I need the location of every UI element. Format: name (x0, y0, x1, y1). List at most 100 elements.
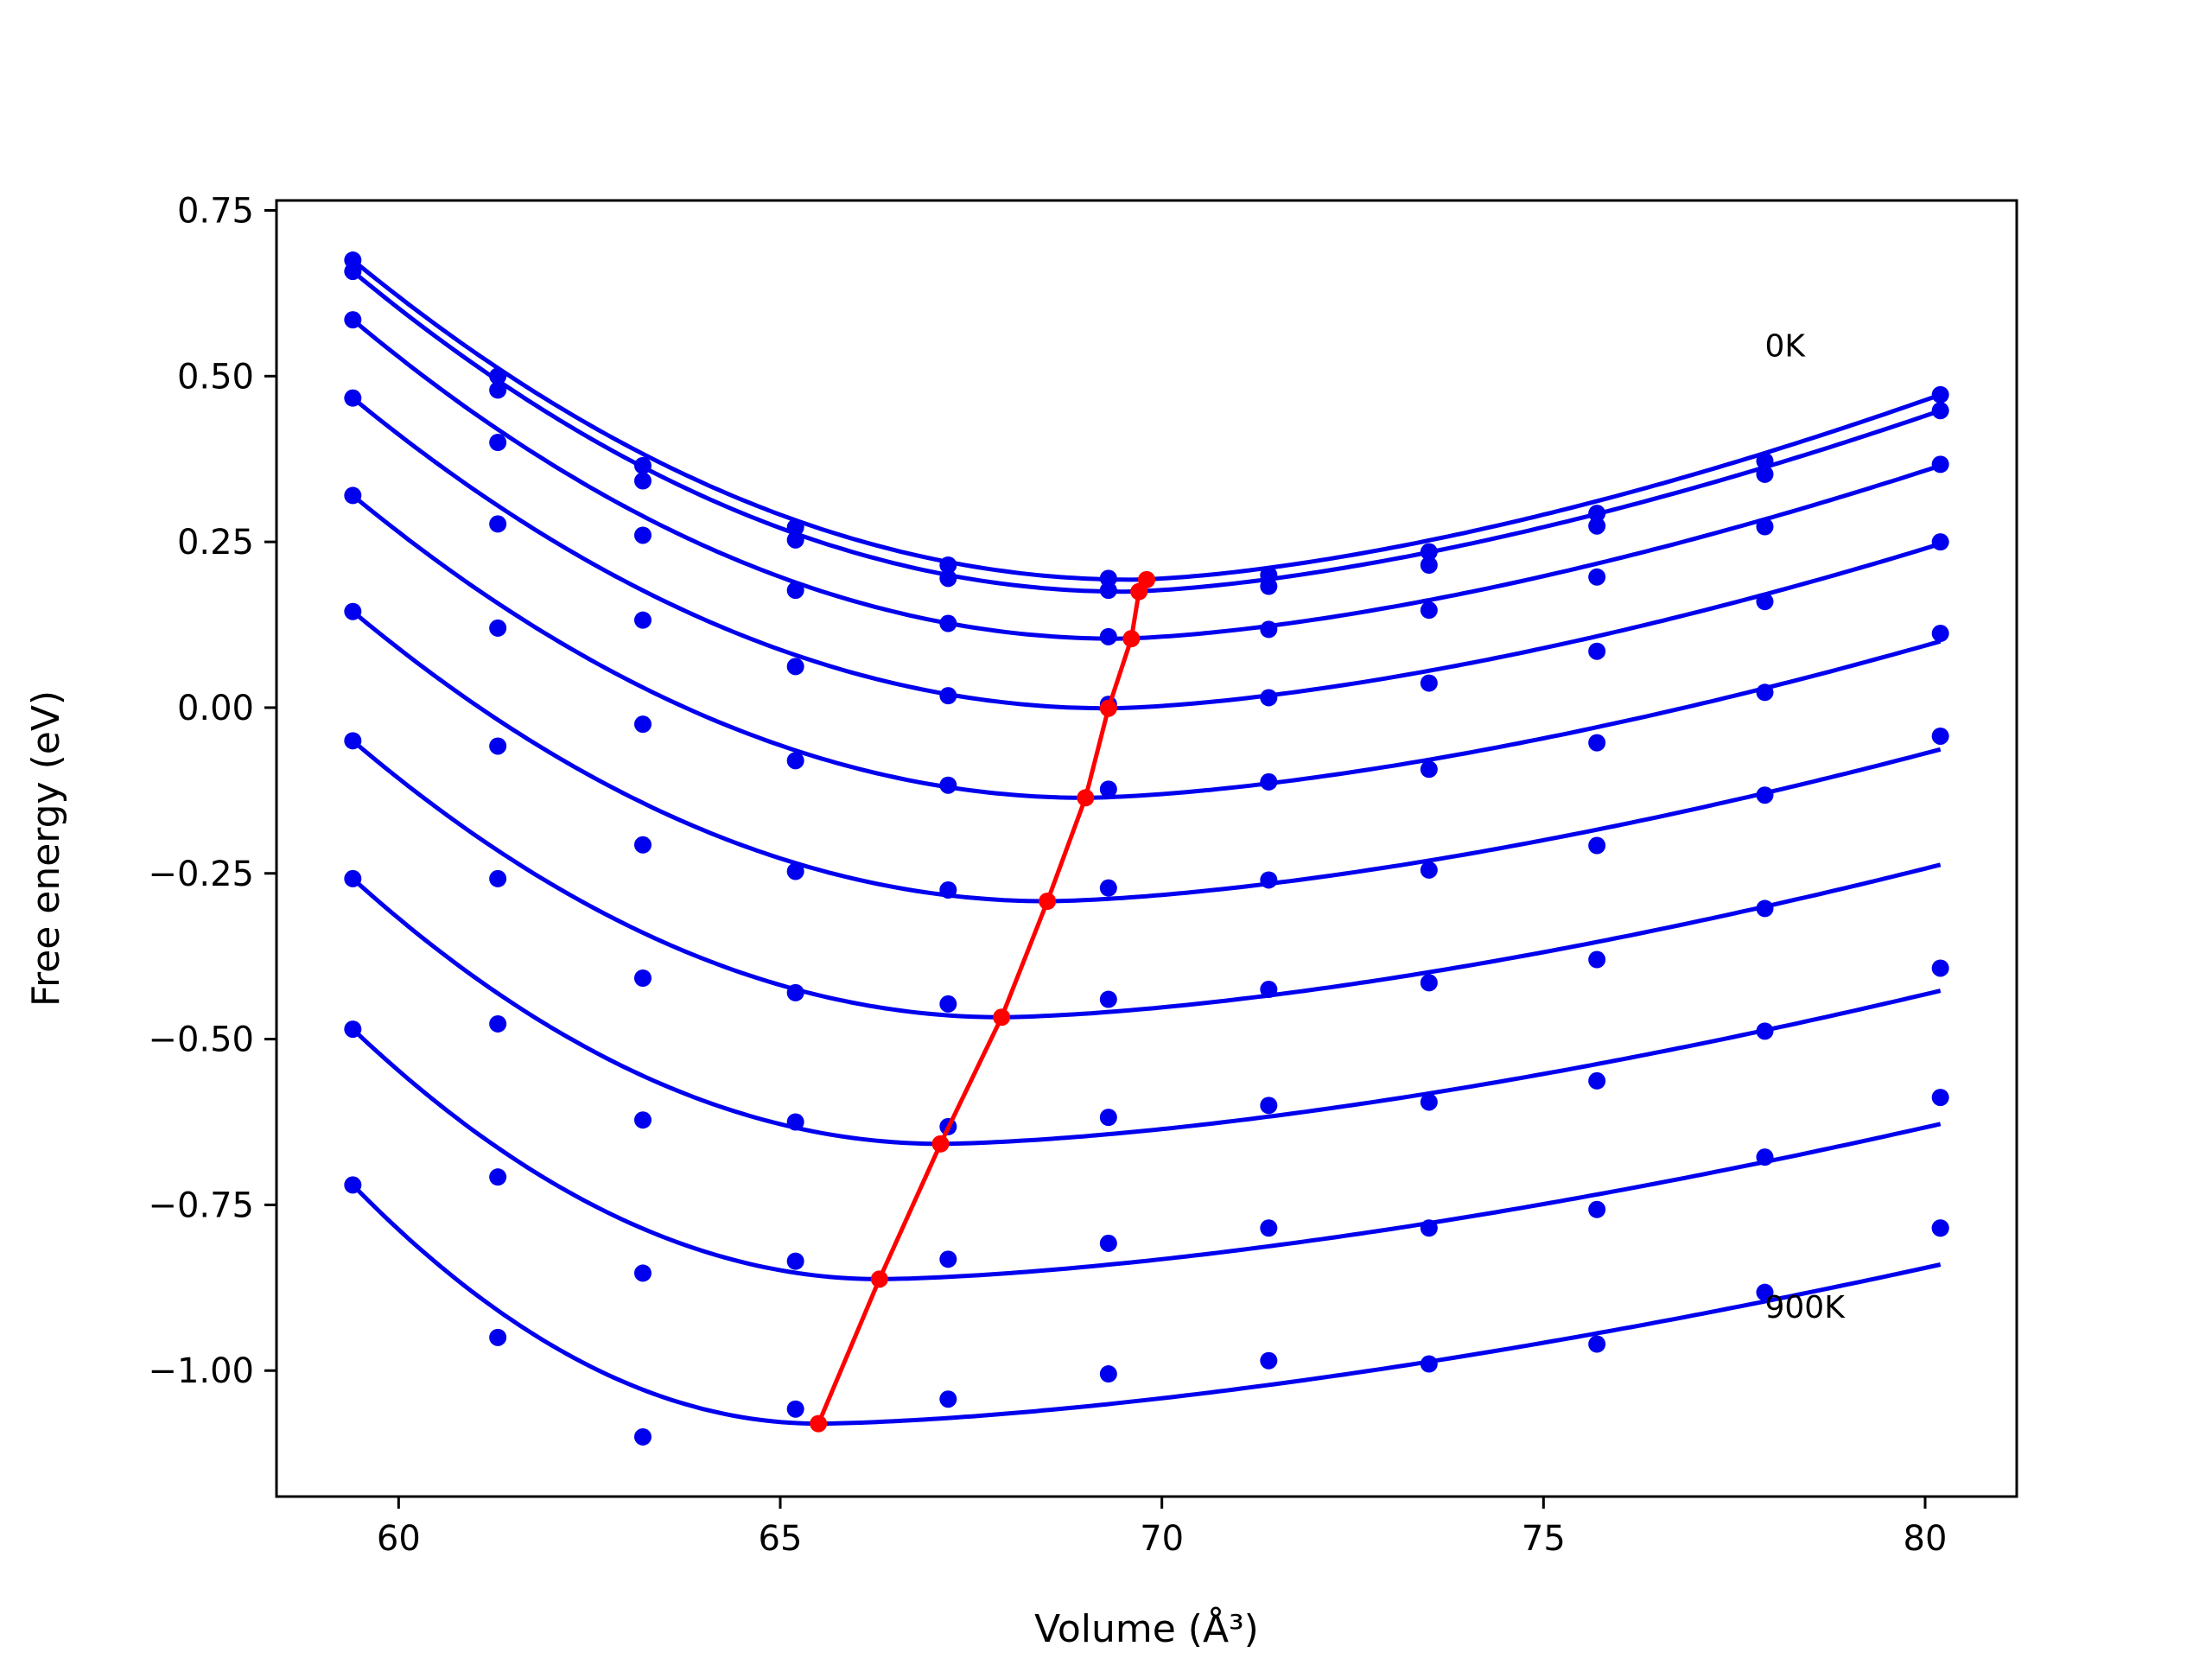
data-point (939, 880, 957, 899)
minimum-path (810, 570, 1155, 1433)
data-point (344, 1020, 362, 1039)
minimum-point (1077, 789, 1095, 807)
data-point (1260, 772, 1278, 791)
data-point (1931, 385, 1949, 404)
minimum-point (1039, 892, 1057, 910)
data-point (489, 1014, 507, 1033)
isotherm-curve-1 (351, 270, 1942, 594)
data-point (1931, 959, 1949, 977)
data-point (634, 611, 652, 629)
data-point (634, 836, 652, 854)
isotherm-curve-7 (351, 877, 1942, 1147)
data-point (634, 969, 652, 987)
data-point (344, 732, 362, 750)
data-point (1420, 556, 1438, 574)
isotherm-curve-2 (351, 318, 1942, 641)
y-tick-label: 0.75 (177, 192, 254, 232)
y-ticks: −1.00 −0.75 −0.50 −0.25 0.00 0.25 0.50 0.75 (148, 192, 276, 1391)
data-point (1931, 727, 1949, 745)
data-point (1756, 683, 1774, 702)
data-point (1260, 620, 1278, 639)
data-point (1099, 1234, 1117, 1252)
data-point (489, 381, 507, 399)
data-point (939, 687, 957, 705)
y-tick-label: −0.50 (148, 1020, 254, 1060)
isotherm-curve-4 (351, 493, 1942, 800)
data-point (634, 1264, 652, 1282)
data-point (1260, 1096, 1278, 1115)
y-tick-label: 0.25 (177, 523, 254, 563)
data-point (786, 518, 804, 537)
data-point (786, 862, 804, 880)
data-point (1588, 505, 1606, 523)
data-point (1931, 625, 1949, 643)
data-point (1420, 861, 1438, 879)
data-point (939, 614, 957, 632)
isotherm-curve-6 (351, 739, 1942, 1020)
data-point (1756, 518, 1774, 536)
minimum-point (1130, 582, 1148, 601)
data-point (1099, 879, 1117, 897)
data-point (1756, 899, 1774, 918)
isotherm-curves (351, 258, 1942, 1427)
data-point (1756, 1148, 1774, 1166)
minimum-point (810, 1414, 828, 1433)
data-point (1756, 1283, 1774, 1301)
data-point (1588, 836, 1606, 855)
data-point (344, 1176, 362, 1194)
y-tick-label: 0.00 (177, 689, 254, 728)
plot-frame (275, 199, 2018, 1498)
data-point (1588, 642, 1606, 660)
minimum-path-line (816, 578, 1149, 1425)
temperature-label: 0K (1765, 328, 1807, 364)
x-tick-label: 80 (1904, 1519, 1948, 1559)
data-point (1588, 734, 1606, 752)
data-point (344, 869, 362, 887)
data-point (1420, 760, 1438, 779)
data-point (344, 389, 362, 407)
data-point (1588, 1200, 1606, 1218)
data-point (1260, 981, 1278, 999)
data-point (489, 737, 507, 755)
data-point (1588, 1071, 1606, 1090)
data-point (344, 602, 362, 620)
data-point (1099, 1109, 1117, 1127)
data-point (1588, 1335, 1606, 1353)
y-tick-label: −0.25 (148, 855, 254, 894)
data-point (939, 995, 957, 1013)
data-point (634, 456, 652, 474)
data-point (786, 531, 804, 549)
x-tick-label: 65 (759, 1519, 803, 1559)
data-point (1420, 674, 1438, 692)
data-point (786, 983, 804, 1001)
data-point (1420, 543, 1438, 561)
data-point (634, 472, 652, 490)
y-tick-label: −0.75 (148, 1185, 254, 1225)
data-point (939, 569, 957, 588)
x-axis-title: Volume (Å³) (1034, 1605, 1259, 1651)
isotherm-curve-8 (351, 1027, 1942, 1281)
data-point (1099, 569, 1117, 588)
x-tick-label: 70 (1140, 1519, 1184, 1559)
data-point (489, 367, 507, 385)
data-point (786, 1113, 804, 1131)
data-point (1756, 1022, 1774, 1040)
data-point (1260, 577, 1278, 595)
minimum-point (993, 1008, 1011, 1027)
data-point (939, 556, 957, 574)
data-point (786, 1400, 804, 1418)
isotherm-curve-9 (351, 1183, 1942, 1427)
data-point (939, 1250, 957, 1268)
minimum-point (1099, 699, 1117, 717)
data-point (1260, 1351, 1278, 1370)
data-point (344, 311, 362, 329)
data-point (1420, 601, 1438, 620)
annotations: 0K 900K (1765, 328, 1847, 1325)
y-tick-label: 0.50 (177, 357, 254, 397)
y-tick-label: −1.00 (148, 1351, 254, 1391)
data-point (786, 752, 804, 770)
data-point (786, 658, 804, 676)
data-point (1588, 517, 1606, 535)
data-point (1931, 1089, 1949, 1107)
